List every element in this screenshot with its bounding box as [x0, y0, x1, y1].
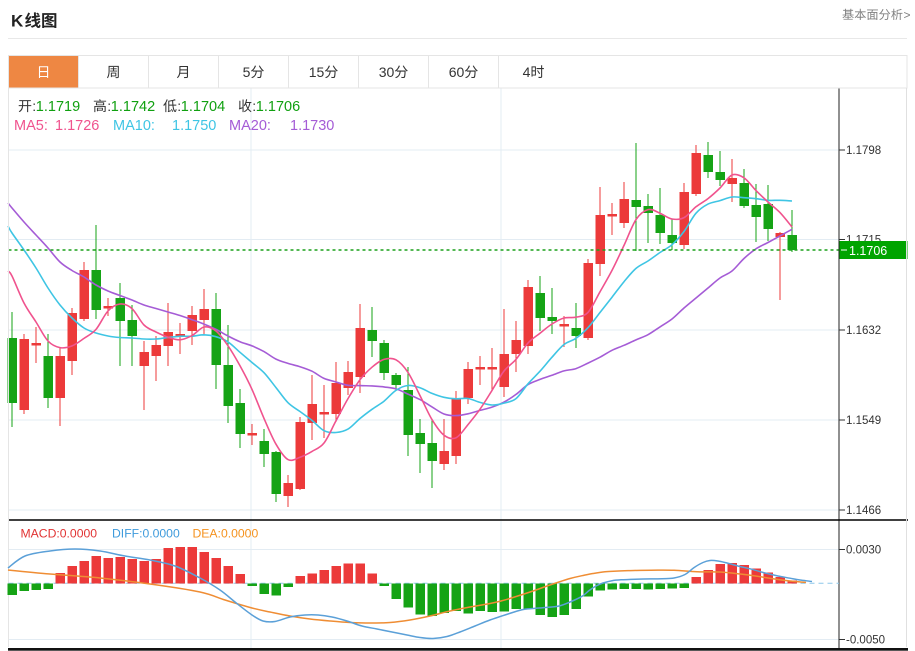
svg-text:K: K	[11, 12, 24, 31]
svg-text:>: >	[904, 8, 911, 22]
svg-text:1.1750: 1.1750	[172, 118, 216, 134]
svg-text:MA20:: MA20:	[229, 118, 271, 134]
svg-text:DEA:0.0000: DEA:0.0000	[193, 527, 259, 541]
svg-text:5: 5	[243, 64, 251, 80]
svg-text:MA5:: MA5:	[14, 118, 48, 134]
svg-text:1.1704: 1.1704	[181, 99, 225, 115]
svg-text:1.1549: 1.1549	[846, 415, 881, 427]
svg-text::: :	[252, 98, 256, 114]
svg-text:MA10:: MA10:	[113, 118, 155, 134]
svg-text:1.1719: 1.1719	[36, 99, 80, 115]
svg-text:1.1466: 1.1466	[846, 505, 881, 517]
svg-text:1.1742: 1.1742	[111, 99, 155, 115]
svg-text:MACD:0.0000: MACD:0.0000	[21, 527, 98, 541]
svg-text:1.1632: 1.1632	[846, 325, 881, 337]
svg-text:15: 15	[309, 64, 325, 80]
svg-text:-0.0050: -0.0050	[846, 635, 885, 647]
svg-text:60: 60	[449, 64, 465, 80]
svg-text:DIFF:0.0000: DIFF:0.0000	[112, 527, 180, 541]
svg-text::: :	[107, 98, 111, 114]
svg-text:1.1730: 1.1730	[290, 118, 334, 134]
svg-text:0.0030: 0.0030	[846, 545, 881, 557]
svg-text:30: 30	[379, 64, 395, 80]
svg-text:1.1726: 1.1726	[55, 118, 99, 134]
svg-text:4: 4	[523, 64, 531, 80]
svg-text:1.1798: 1.1798	[846, 145, 881, 157]
svg-text::: :	[32, 98, 36, 114]
svg-text::: :	[177, 98, 181, 114]
svg-text:1.1706: 1.1706	[256, 99, 300, 115]
svg-text:1.1706: 1.1706	[849, 244, 887, 258]
